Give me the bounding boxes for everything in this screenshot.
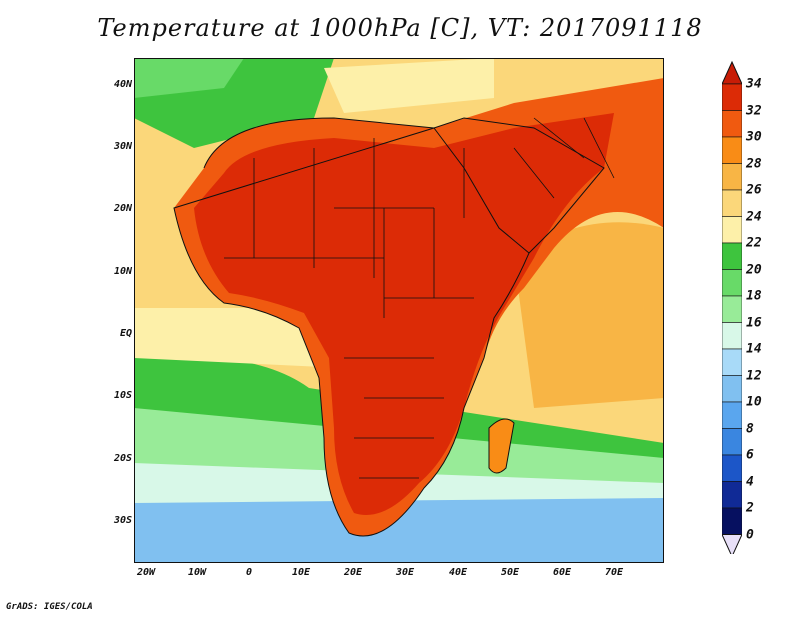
indian-ocean-warm bbox=[514, 222, 664, 408]
lon-label-20e: 20E bbox=[343, 567, 363, 578]
lon-label-20w: 20W bbox=[136, 567, 156, 578]
colorbar-tick-label: 30 bbox=[746, 129, 762, 145]
colorbar-tick-label: 16 bbox=[746, 315, 762, 330]
mediterranean bbox=[324, 58, 494, 113]
lon-label-30e: 30E bbox=[395, 567, 415, 578]
madagascar-coastline bbox=[488, 418, 515, 474]
arabia-coastline bbox=[433, 117, 605, 254]
colorbar-tick-label: 20 bbox=[746, 262, 762, 277]
colorbar-segment bbox=[722, 401, 742, 429]
africa-hot-core bbox=[194, 113, 614, 515]
colorbar-segment bbox=[722, 348, 742, 376]
lat-label-20s: 20S bbox=[113, 453, 132, 464]
colorbar-segment bbox=[722, 507, 742, 535]
colorbar-segment bbox=[722, 375, 742, 403]
colorbar-tick-label: 14 bbox=[746, 341, 762, 357]
lon-label-0: 0 bbox=[245, 567, 253, 578]
lon-label-10e: 10E bbox=[291, 567, 311, 578]
grads-credit: GrADS: IGES/COLA bbox=[6, 602, 93, 612]
colorbar-segment bbox=[722, 136, 742, 164]
colorbar-tick-label: 34 bbox=[746, 76, 762, 92]
map-border bbox=[134, 58, 664, 563]
colorbar-tick-label: 4 bbox=[746, 474, 754, 489]
lat-label-10n: 10N bbox=[113, 266, 132, 277]
lat-label-40n: 40N bbox=[113, 79, 132, 90]
colorbar-tick-label: 10 bbox=[746, 394, 762, 410]
colorbar-segment bbox=[722, 295, 742, 323]
temperature-map bbox=[134, 58, 664, 563]
colorbar-tick-label: 0 bbox=[746, 527, 754, 542]
madagascar bbox=[489, 419, 514, 473]
chart-title: Temperature at 1000hPa [C], VT: 20170911… bbox=[97, 14, 703, 42]
africa-coastline bbox=[173, 117, 530, 537]
colorbar-segment bbox=[722, 269, 742, 297]
lon-label-40e: 40E bbox=[448, 567, 468, 578]
lat-label-30s: 30S bbox=[113, 515, 132, 526]
lon-label-50e: 50E bbox=[500, 567, 520, 578]
colorbar-segment bbox=[722, 189, 742, 217]
colorbar-tick-label: 6 bbox=[746, 447, 754, 463]
colorbar-tick-label: 24 bbox=[746, 209, 762, 224]
colorbar-segment bbox=[722, 242, 742, 270]
lon-label-10w: 10W bbox=[187, 567, 207, 578]
colorbar-segment bbox=[722, 83, 742, 111]
colorbar-top-arrow bbox=[722, 60, 742, 85]
north-atlantic-light bbox=[134, 58, 244, 98]
lat-label-eq: EQ bbox=[119, 328, 132, 339]
colorbar-tick-label: 28 bbox=[746, 156, 762, 171]
lon-label-60e: 60E bbox=[552, 567, 572, 578]
colorbar-segment bbox=[722, 454, 742, 482]
colorbar-segment bbox=[722, 428, 742, 456]
lon-label-70e: 70E bbox=[604, 567, 624, 578]
colorbar-tick-label: 8 bbox=[746, 421, 754, 436]
country-borders bbox=[224, 117, 615, 479]
lat-label-10s: 10S bbox=[113, 390, 132, 401]
colorbar-tick-label: 2 bbox=[746, 500, 754, 516]
colorbar-segment bbox=[722, 481, 742, 509]
colorbar-tick-label: 12 bbox=[746, 368, 762, 383]
colorbar-tick-label: 22 bbox=[746, 235, 762, 251]
colorbar-segment bbox=[722, 110, 742, 138]
lat-label-20n: 20N bbox=[113, 203, 132, 214]
colorbar-tick-label: 26 bbox=[746, 182, 762, 198]
colorbar-segment bbox=[722, 163, 742, 191]
colorbar-segment bbox=[722, 322, 742, 350]
colorbar-segment bbox=[722, 216, 742, 244]
lat-label-30n: 30N bbox=[113, 141, 132, 152]
colorbar-tick-label: 32 bbox=[746, 103, 762, 118]
colorbar-tick-label: 18 bbox=[746, 288, 762, 304]
colorbar bbox=[722, 60, 742, 554]
colorbar-bottom-arrow bbox=[722, 534, 742, 554]
